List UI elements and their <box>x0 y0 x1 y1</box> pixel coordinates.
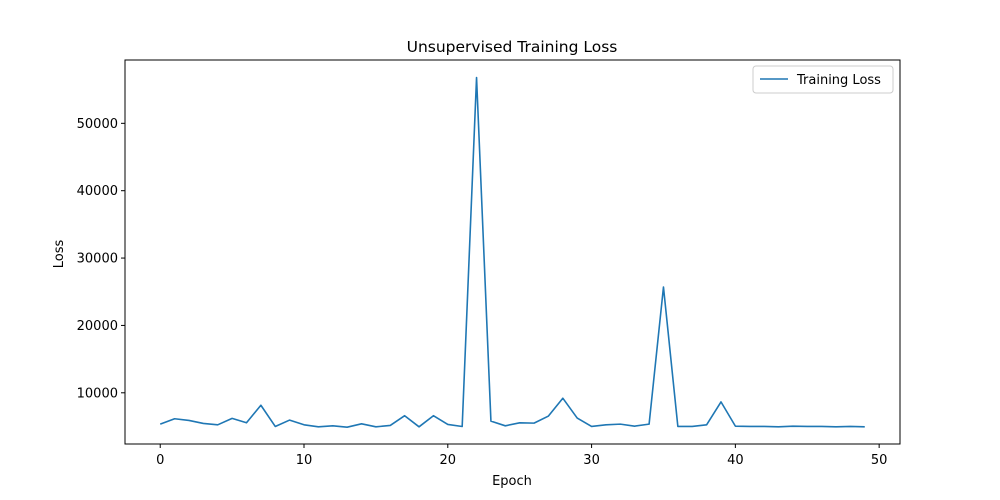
x-tick-label: 10 <box>296 453 313 468</box>
plot-area <box>124 59 901 445</box>
legend-box <box>752 65 894 94</box>
y-tick-label: 50000 <box>77 117 118 132</box>
x-tick-label: 0 <box>156 453 164 468</box>
x-tick-label: 50 <box>871 453 888 468</box>
x-tick-label: 30 <box>583 453 600 468</box>
series-line-training-loss <box>159 76 865 428</box>
y-axis: 10000 20000 30000 40000 50000 <box>77 117 125 401</box>
chart-title: Unsupervised Training Loss <box>407 38 618 56</box>
y-tick-label: 30000 <box>77 252 118 267</box>
legend-label-training-loss: Training Loss <box>796 73 881 88</box>
y-tick-label: 10000 <box>77 386 118 401</box>
legend: Training Loss <box>752 65 894 94</box>
x-tick-label: 20 <box>440 453 457 468</box>
x-axis-label: Epoch <box>492 474 532 489</box>
x-axis: 0 10 20 30 40 50 <box>156 444 887 468</box>
y-axis-label: Loss <box>52 240 67 269</box>
x-tick-label: 40 <box>727 453 744 468</box>
y-tick-label: 40000 <box>77 184 118 199</box>
y-tick-label: 20000 <box>77 319 118 334</box>
